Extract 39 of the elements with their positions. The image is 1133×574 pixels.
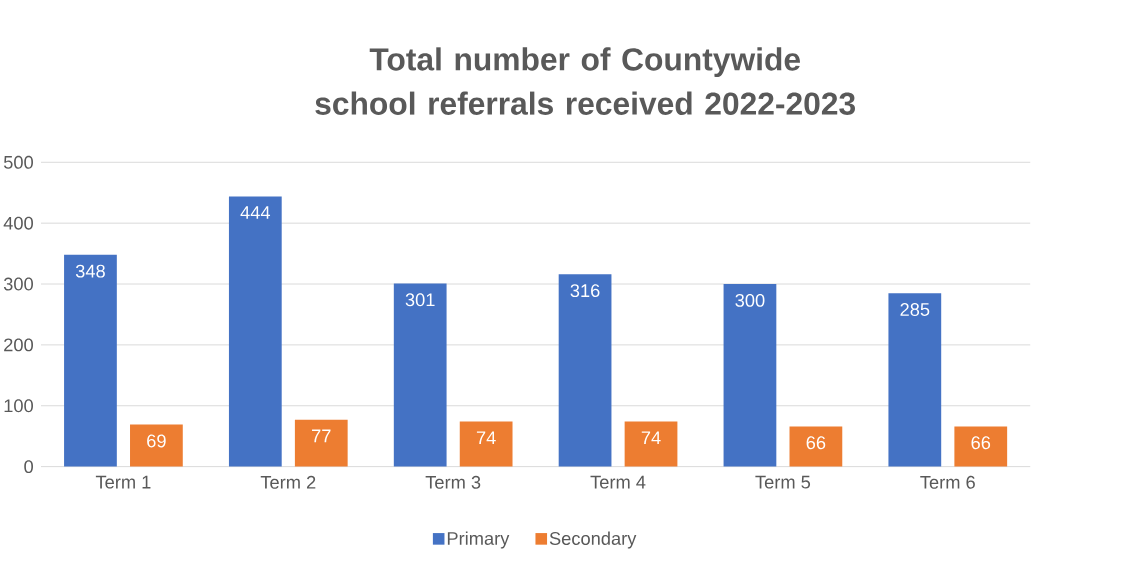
data-label: 77: [312, 429, 331, 443]
y-tick-label: 300: [3, 277, 33, 291]
chart-title: Total number of Countywide school referrals received 2022-2023: [315, 47, 855, 116]
y-tick-label: 200: [4, 338, 33, 352]
data-label: 74: [641, 431, 661, 445]
x-tick-label: Term 6: [920, 475, 975, 489]
x-tick-label: Term 4: [590, 475, 646, 489]
y-tick-label: 400: [3, 216, 33, 230]
bar: [624, 421, 678, 467]
bar: [64, 254, 117, 467]
bar: [888, 293, 942, 467]
y-tick-label: 100: [4, 399, 33, 413]
x-tick-label: Term 1: [95, 475, 151, 489]
x-tick-label: Term 3: [425, 475, 481, 489]
bar: [130, 424, 183, 467]
bar: [954, 426, 1008, 467]
y-tick-label: 0: [24, 460, 33, 474]
bar: [294, 419, 348, 467]
data-label: 301: [405, 293, 435, 307]
data-label: 66: [806, 436, 826, 450]
bar: [789, 426, 843, 467]
data-label: 74: [476, 431, 496, 445]
bar: [558, 274, 612, 467]
data-label: 316: [570, 284, 600, 298]
bar: [459, 421, 513, 467]
bar: [228, 196, 282, 467]
data-label: 285: [900, 303, 930, 317]
data-label: 69: [147, 434, 166, 448]
bar: [393, 283, 447, 467]
bar: [723, 284, 777, 467]
x-tick-label: Term 5: [755, 475, 811, 489]
data-label: 348: [75, 264, 105, 278]
legend-label: Primary: [447, 531, 510, 549]
data-label: 66: [971, 436, 991, 450]
data-label: 444: [240, 206, 271, 219]
data-label: 300: [735, 293, 765, 307]
y-tick-label: 500: [3, 155, 33, 169]
x-tick-label: Term 2: [260, 475, 316, 489]
legend-label: Secondary: [549, 531, 637, 549]
